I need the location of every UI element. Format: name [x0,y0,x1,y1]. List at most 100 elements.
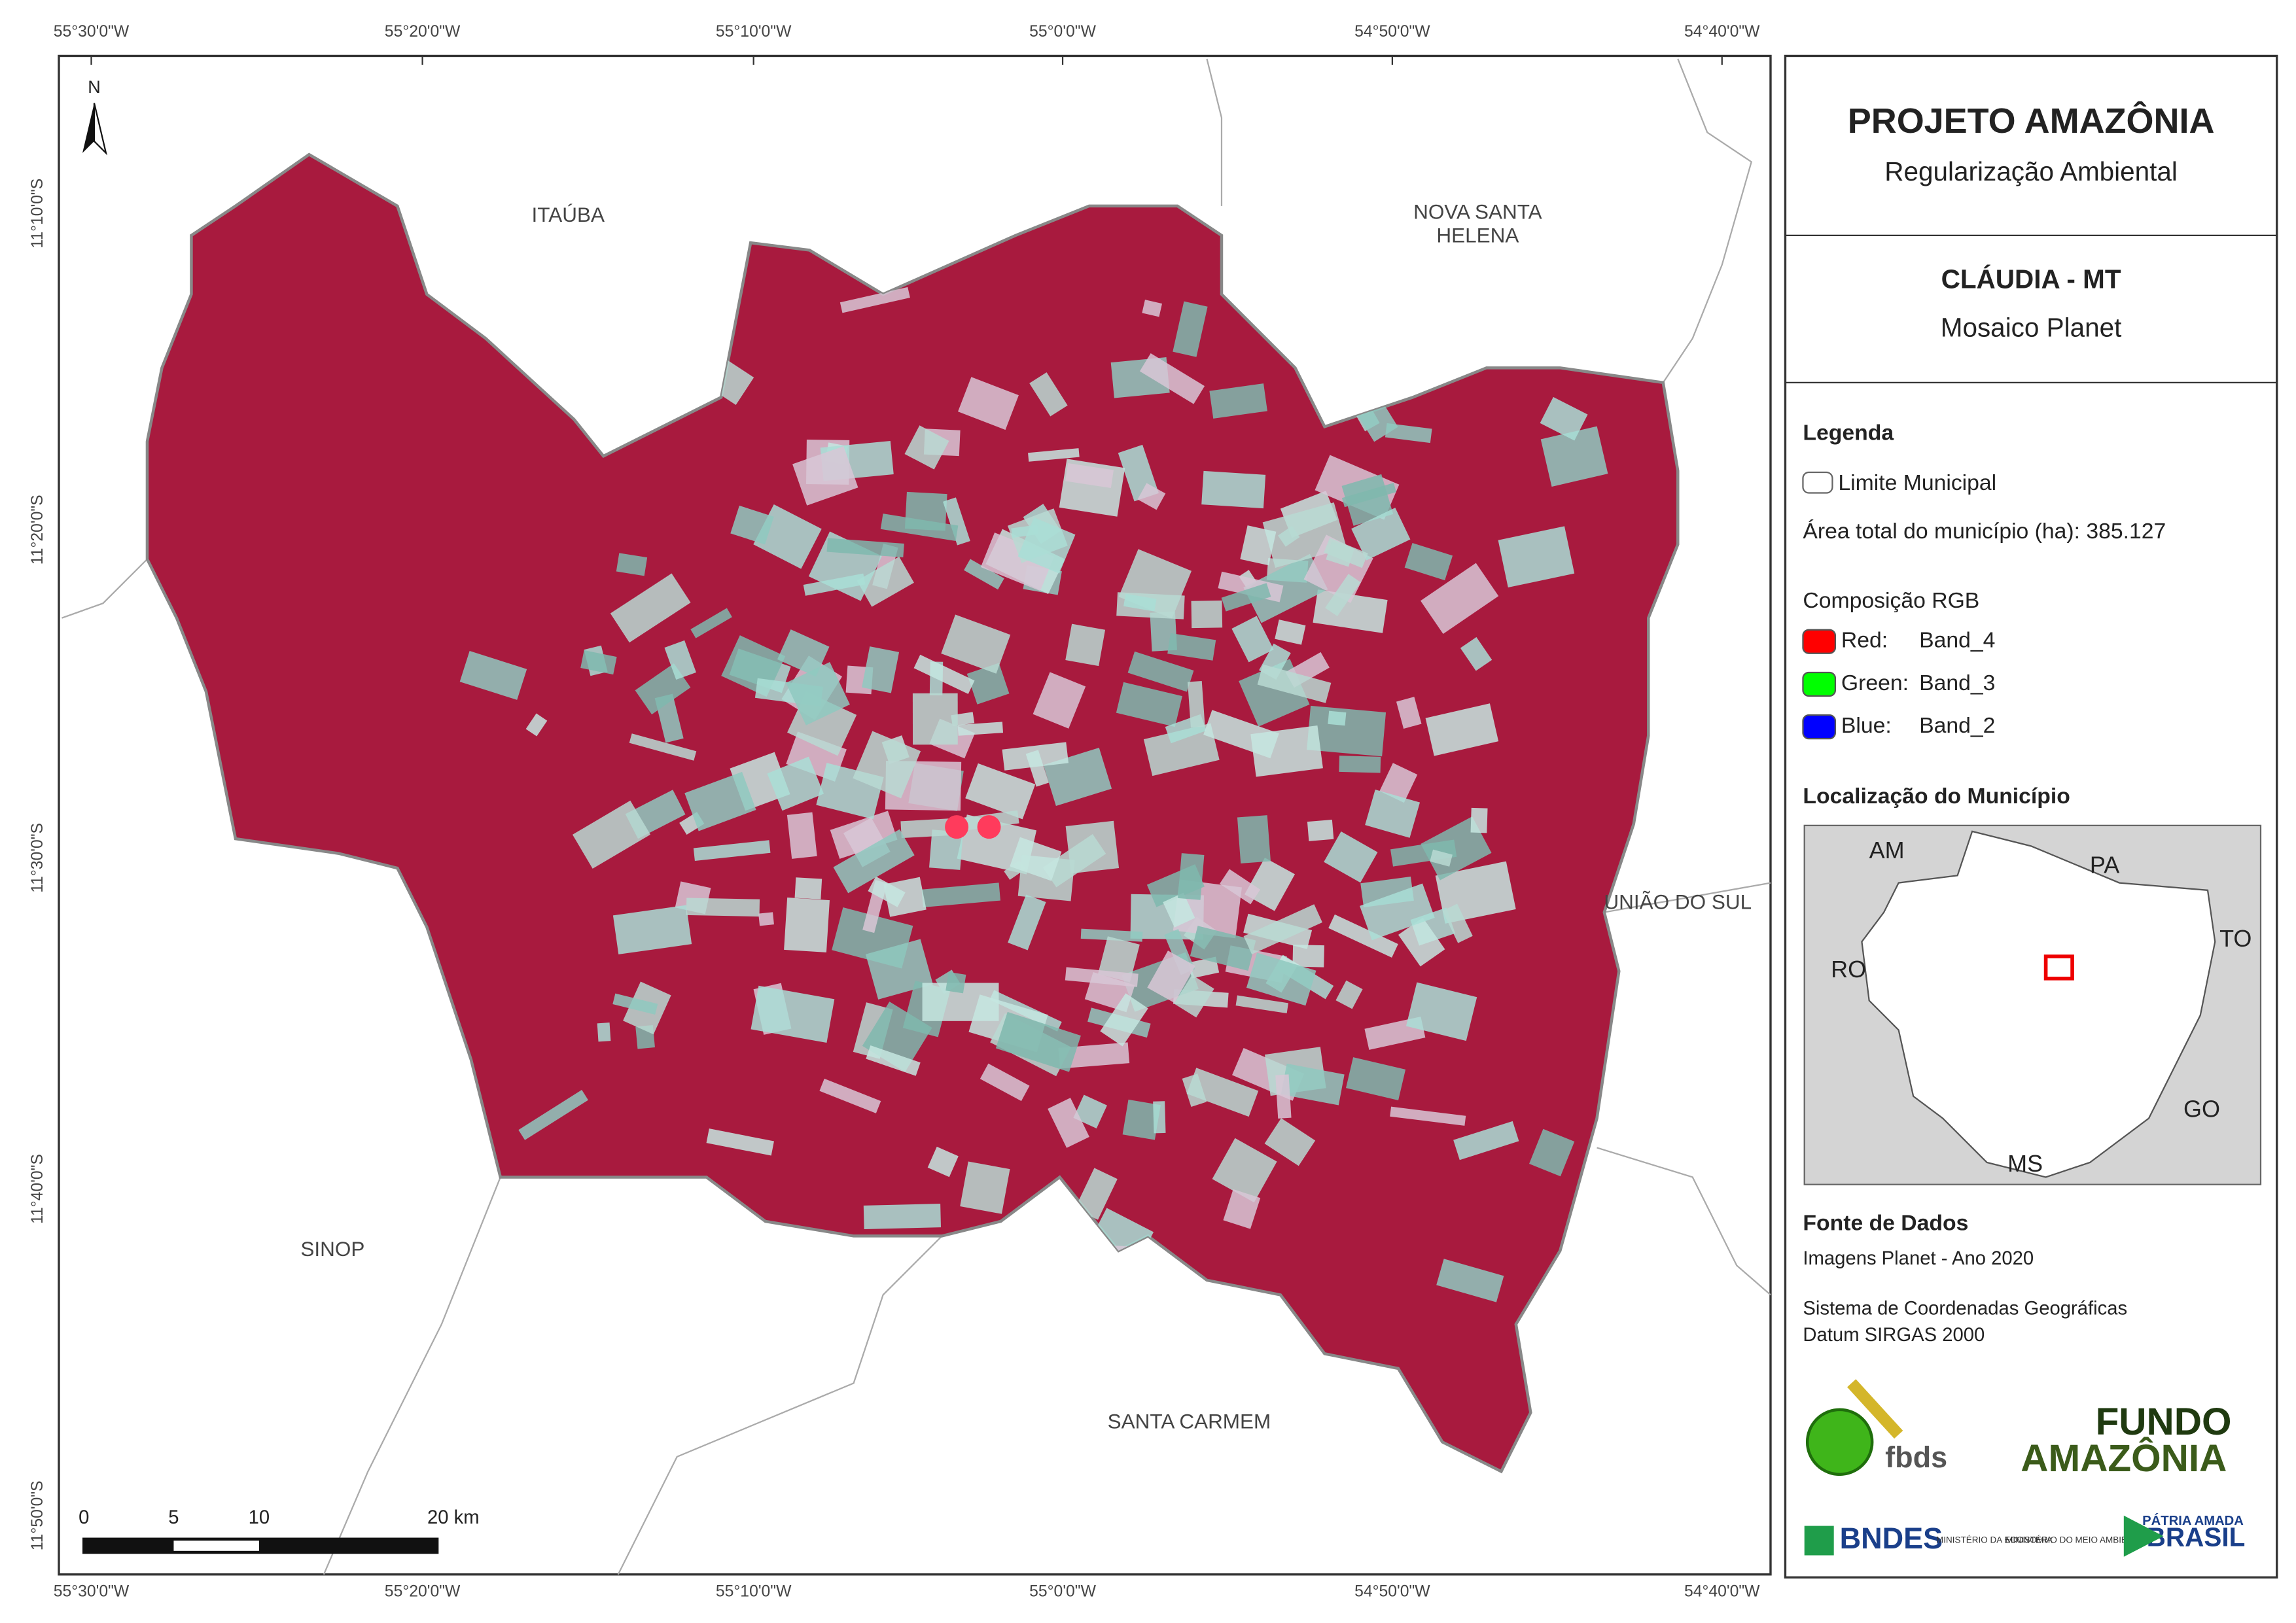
field-patch [1243,904,1322,954]
field-patch [459,650,527,700]
field-patch [1065,967,1139,987]
location-label: RO [1831,956,1866,983]
field-patch [572,800,651,869]
field-patch [664,640,696,680]
sources-title: Fonte de Dados [1803,1210,1968,1235]
field-patch [1235,995,1288,1014]
field-patch [803,573,866,596]
field-patch [1231,616,1274,663]
field-patch [686,898,760,917]
x-coord-label: 55°10'0"W [716,23,792,41]
field-patch [833,829,915,894]
field-patch [1100,993,1148,1047]
field-patch [1153,1101,1166,1134]
field-patch [1174,975,1214,1018]
field-patch [1460,637,1492,671]
logo-text: FUNDO [2096,1401,2232,1443]
field-patch [913,654,975,694]
marker [945,815,969,839]
field-patch [629,733,697,761]
flag-mark [2123,1515,2164,1557]
field-patch [1010,837,1062,881]
field-patch [1425,703,1499,756]
field-patch [958,377,1019,430]
x-coord-label: 55°0'0"W [1029,23,1096,41]
x-coord-label: 55°30'0"W [54,23,130,41]
field-patch [1116,682,1182,727]
field-patch [1365,789,1421,838]
scale-label: 5 [168,1507,179,1528]
x-coord-label: 55°20'0"W [385,1582,461,1600]
field-patch [1339,756,1381,773]
field-patch [1127,651,1194,692]
field-patch [995,1011,1081,1072]
field-patch [690,608,732,638]
x-coord-label: 55°20'0"W [385,23,461,41]
field-patch [612,905,692,954]
bndes-mark [1804,1526,1834,1556]
field-patch [1098,936,1140,983]
field-patch [1190,926,1256,971]
rgb-swatch [1802,671,1837,697]
x-coord-label: 54°50'0"W [1354,23,1430,41]
field-patch [730,505,774,545]
field-patch [1033,672,1086,729]
rgb-swatch [1802,714,1837,740]
place-name: ITAÚBA [532,203,605,226]
field-patch [1074,1168,1118,1220]
y-coord-label: 11°20'0"S [29,495,46,565]
field-patch [1201,470,1266,509]
field-patch [1307,705,1386,757]
place-name: NOVA SANTA [1413,200,1542,223]
scale-label: 20 km [427,1507,480,1528]
y-coord-label: 11°30'0"S [29,823,46,893]
field-patch [1421,563,1499,634]
field-patch [784,898,830,952]
field-patch [1341,483,1396,508]
y-coord-label: 11°50'0"S [29,1480,46,1550]
location-label: PA [2090,851,2119,878]
field-patch [1360,883,1435,941]
x-coord-label: 55°30'0"W [54,1582,130,1600]
field-patch [1178,853,1205,900]
field-patch [1028,448,1080,462]
field-patch [1390,839,1457,867]
field-patch [1212,1138,1277,1203]
field-patch [786,662,850,725]
place-name: HELENA [1436,223,1519,247]
field-patch [684,771,756,831]
field-patch [1188,956,1220,979]
field-patch [1025,750,1049,787]
field-patch [706,1128,774,1156]
field-patch [1065,623,1106,667]
field-patch [1453,1121,1519,1161]
field-patch [943,497,970,546]
field-patch [1186,1068,1259,1117]
field-patch [1405,982,1477,1041]
logo-text: AMAZÔNIA [2021,1436,2227,1480]
field-patch [1430,849,1453,867]
source-line: Imagens Planet - Ano 2020 [1803,1248,2034,1269]
location-label: MS [2007,1150,2043,1177]
field-patch [758,912,774,926]
field-patch [597,1022,611,1042]
field-patch [1280,1063,1345,1106]
logo-text: PÁTRIA AMADA [2142,1513,2244,1528]
field-patch [1257,664,1332,703]
field-patch [964,559,1004,590]
place-name: SINOP [300,1237,364,1261]
field-patch [941,614,1011,674]
field-patch [1442,903,1473,943]
location-title: Localização do Município [1803,784,2070,809]
rgb-value: Band_3 [1919,671,1995,695]
location-label: GO [2183,1096,2220,1123]
field-patch [1011,525,1039,538]
field-patch [1335,980,1363,1009]
neighbor-boundaries [62,58,1771,1575]
field-patch [1137,483,1166,510]
field-patch [786,812,817,859]
field-patch [826,538,904,558]
field-patch [1436,1259,1504,1302]
logo-text: BRASIL [2147,1522,2246,1552]
